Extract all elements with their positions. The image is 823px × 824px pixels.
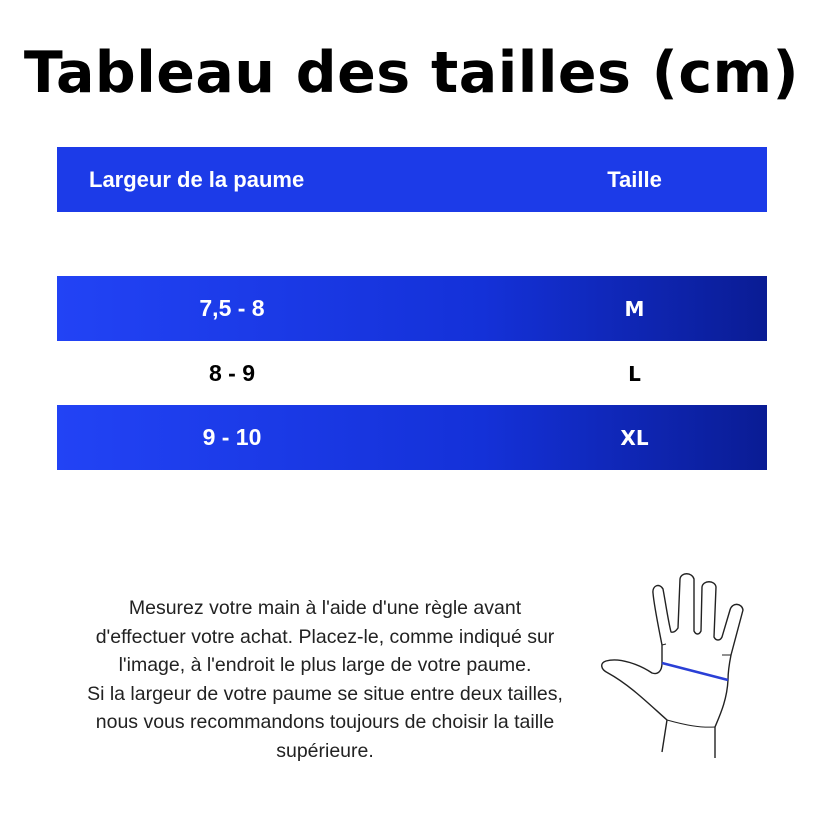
instruction-line: d'effectuer votre achat. Placez-le, comm… bbox=[95, 625, 555, 648]
instruction-line: nous vous recommandons toujours de chois… bbox=[95, 711, 555, 733]
table-header: Largeur de la paume Taille bbox=[57, 147, 767, 212]
palm-width-cell: 8 - 9 bbox=[208, 360, 256, 386]
table-row: 7,5 - 8 M bbox=[57, 276, 767, 341]
measure-instructions: Mesurez votre main à l'aide d'une règle … bbox=[20, 594, 630, 765]
header-palm-width: Largeur de la paume bbox=[89, 166, 305, 192]
size-cell: M bbox=[624, 296, 645, 321]
header-size: Taille bbox=[607, 166, 662, 192]
hand-measure-icon bbox=[601, 573, 744, 758]
size-cell: L bbox=[628, 361, 641, 386]
instruction-line: Mesurez votre main à l'aide d'une règle … bbox=[128, 597, 522, 619]
table-row: 8 - 9 L bbox=[57, 341, 767, 406]
instruction-line: l'image, à l'endroit le plus large de vo… bbox=[118, 654, 532, 676]
instruction-line: supérieure. bbox=[276, 739, 374, 762]
hand-outline bbox=[601, 573, 744, 758]
size-cell: XL bbox=[620, 425, 649, 450]
finger-crease bbox=[661, 643, 731, 728]
palm-width-cell: 7,5 - 8 bbox=[199, 295, 265, 321]
palm-width-cell: 9 - 10 bbox=[202, 424, 262, 450]
page-title: Tableau des tailles (cm) bbox=[23, 40, 800, 106]
instruction-line: Si la largeur de votre paume se situe en… bbox=[87, 682, 563, 705]
table-row: 9 - 10 XL bbox=[57, 405, 767, 470]
palm-measure-line bbox=[661, 661, 729, 682]
